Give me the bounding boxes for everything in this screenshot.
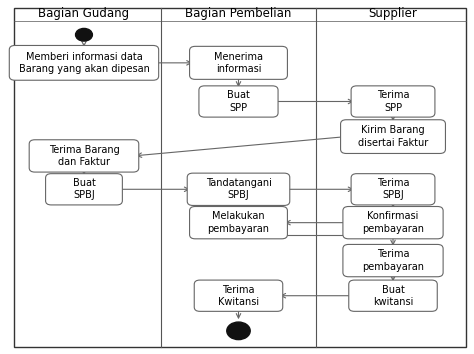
- FancyBboxPatch shape: [343, 206, 443, 239]
- Text: Terima
Kwitansi: Terima Kwitansi: [218, 285, 259, 307]
- Text: Buat
SPP: Buat SPP: [227, 90, 250, 113]
- Text: Buat
SPBJ: Buat SPBJ: [73, 178, 95, 200]
- Circle shape: [75, 28, 92, 41]
- Text: Bagian Gudang: Bagian Gudang: [38, 7, 129, 20]
- Text: Melakukan
pembayaran: Melakukan pembayaran: [208, 211, 270, 234]
- Text: Kirim Barang
disertai Faktur: Kirim Barang disertai Faktur: [358, 125, 428, 148]
- FancyBboxPatch shape: [341, 120, 446, 154]
- Text: Konfirmasi
pembayaran: Konfirmasi pembayaran: [362, 211, 424, 234]
- Text: Tandatangani
SPBJ: Tandatangani SPBJ: [206, 178, 272, 200]
- FancyBboxPatch shape: [343, 244, 443, 277]
- Circle shape: [227, 322, 250, 339]
- FancyBboxPatch shape: [351, 86, 435, 117]
- Text: Terima
SPP: Terima SPP: [377, 90, 409, 113]
- FancyBboxPatch shape: [190, 206, 287, 239]
- FancyBboxPatch shape: [9, 45, 159, 80]
- FancyBboxPatch shape: [29, 140, 139, 172]
- FancyBboxPatch shape: [199, 86, 278, 117]
- FancyBboxPatch shape: [194, 280, 283, 311]
- Text: Terima
pembayaran: Terima pembayaran: [362, 249, 424, 272]
- FancyBboxPatch shape: [187, 173, 290, 205]
- FancyBboxPatch shape: [349, 280, 437, 311]
- Text: Menerima
informasi: Menerima informasi: [214, 52, 263, 74]
- FancyBboxPatch shape: [46, 174, 122, 205]
- FancyBboxPatch shape: [351, 174, 435, 205]
- Text: Terima Barang
dan Faktur: Terima Barang dan Faktur: [49, 145, 119, 167]
- Text: Memberi informasi data
Barang yang akan dipesan: Memberi informasi data Barang yang akan …: [18, 52, 149, 74]
- Text: Bagian Pembelian: Bagian Pembelian: [185, 7, 292, 20]
- Text: Buat
kwitansi: Buat kwitansi: [373, 285, 413, 307]
- Text: Supplier: Supplier: [369, 7, 418, 20]
- Text: Terima
SPBJ: Terima SPBJ: [377, 178, 409, 200]
- FancyBboxPatch shape: [190, 46, 287, 79]
